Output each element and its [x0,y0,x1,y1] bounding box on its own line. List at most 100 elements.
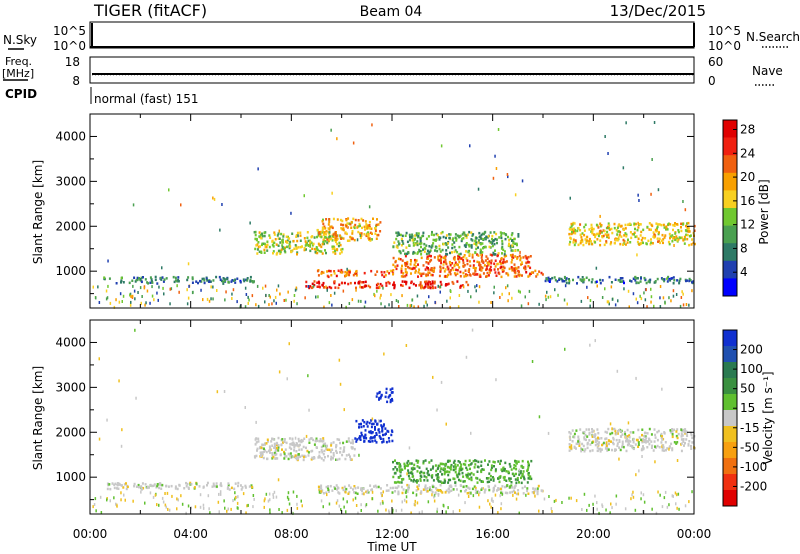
data-cell [508,479,511,482]
data-cell [569,236,572,240]
data-cell [403,498,406,502]
data-cell [611,231,614,235]
data-cell [471,487,474,491]
data-cell [270,440,273,443]
data-cell [313,456,316,459]
data-cell [563,298,566,302]
data-cell [227,482,230,485]
data-cell [505,286,507,290]
data-cell [474,285,476,289]
data-cell [568,443,571,446]
data-cell [444,275,447,278]
data-cell [581,276,584,279]
data-cell [237,481,240,485]
data-cell [186,278,189,282]
data-cell [453,459,456,463]
data-cell [380,394,383,397]
data-cell [376,422,379,426]
data-cell [480,460,483,464]
data-cell [331,234,334,238]
data-cell [290,456,293,459]
data-cell [276,457,279,460]
data-cell [387,396,390,399]
data-cell [453,245,456,249]
data-cell [435,469,438,473]
data-cell [439,285,442,289]
data-cell [458,467,461,471]
data-cell [490,478,492,481]
data-cell [277,449,280,452]
data-cell [635,297,637,301]
data-cell [416,481,418,484]
data-cell [569,240,572,244]
data-cell [349,486,352,489]
data-cell [390,429,393,432]
data-cell [591,435,594,438]
x-tick-label: 04:00 [173,527,208,541]
data-cell [404,261,406,265]
data-cell [594,281,597,284]
data-cell [234,278,237,281]
data-cell [537,484,540,488]
data-cell [335,451,338,454]
data-cell [455,268,458,272]
data-cell [328,218,331,221]
data-cell [642,228,645,232]
data-cell [383,275,386,278]
data-cell [469,264,472,268]
data-cell [289,240,292,244]
data-cell [408,477,411,480]
data-cell [462,462,465,466]
data-cell [493,268,496,271]
data-cell [595,266,598,270]
data-cell [92,505,94,509]
data-cell [606,449,609,452]
data-cell [647,239,650,243]
data-cell [278,508,280,511]
data-cell [598,441,601,444]
data-cell [150,278,153,281]
data-cell [599,281,602,285]
data-cell [669,279,672,282]
data-cell [322,238,325,242]
data-cell [360,488,362,491]
data-cell [429,282,432,286]
data-cell [439,290,441,294]
data-cell [422,248,425,251]
data-cell [678,236,681,239]
data-cell [186,482,189,486]
data-cell [329,484,332,488]
data-cell [444,480,447,483]
data-cell [404,254,407,258]
data-cell [506,491,509,495]
data-cell [305,434,308,438]
data-cell [327,239,330,243]
data-cell [283,299,285,302]
data-cell [282,441,284,444]
data-cell [536,492,539,496]
data-cell [274,446,277,449]
data-cell [255,244,258,247]
data-cell [438,238,441,241]
data-cell [488,460,491,463]
data-cell [136,276,139,280]
data-cell [197,281,199,285]
data-cell [616,444,619,448]
data-cell [474,251,477,255]
data-cell [335,449,338,453]
data-cell [409,236,411,239]
data-cell [335,240,337,244]
data-cell [397,480,400,484]
data-cell [215,485,218,488]
data-cell [591,242,594,246]
data-cell [336,499,339,503]
data-cell [652,231,655,234]
data-cell [161,483,164,487]
data-cell [663,496,666,500]
data-cell [650,446,653,449]
data-cell [651,224,654,228]
data-cell [581,280,584,283]
data-cell [209,280,212,283]
data-cell [338,492,341,495]
data-cell [313,280,316,283]
